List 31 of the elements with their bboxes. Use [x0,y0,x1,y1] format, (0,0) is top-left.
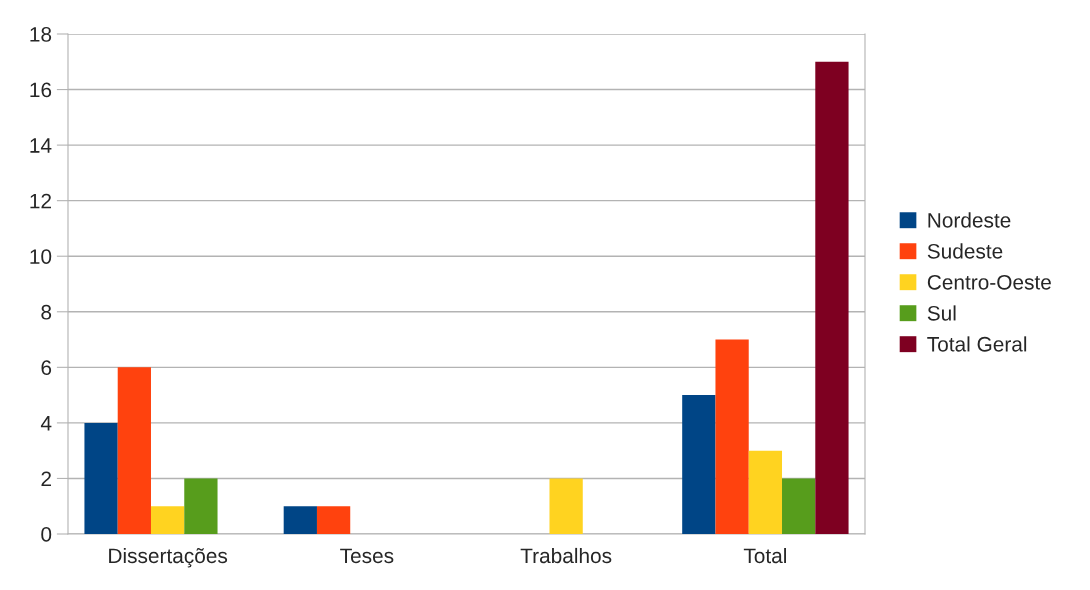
bar [815,61,849,534]
legend-label: Total Geral [927,336,1027,352]
bar [117,367,151,534]
y-tick-label: 16 [30,82,52,98]
bar [316,506,351,534]
y-tick-label: 6 [41,360,52,376]
y-tick-label: 12 [30,193,51,209]
bar [184,478,218,534]
x-tick-label: Total [743,547,786,564]
legend-label: Centro-Oeste [927,274,1051,290]
x-tick-label: Dissertações [109,547,228,568]
bar [682,395,716,534]
y-tick-label: 8 [41,304,52,320]
y-tick-label: 2 [41,471,51,486]
legend-label: Sudeste [927,243,1003,259]
bar [549,478,583,534]
bar [715,339,749,534]
legend-label: Nordeste [928,212,1011,228]
bar [150,506,185,534]
x-tick-label: Trabalhos [520,547,612,564]
bar [782,478,816,534]
y-tick-label: 18 [30,27,52,42]
y-tick-label: 10 [30,249,52,264]
y-tick-label: 4 [40,416,52,431]
bar [748,450,783,534]
x-tick-label: Teses [340,548,394,564]
bar [84,422,118,534]
legend-label: Sul [927,305,956,321]
y-tick-label: 14 [30,138,52,153]
bar [283,506,317,534]
y-tick-label: 0 [41,527,52,542]
